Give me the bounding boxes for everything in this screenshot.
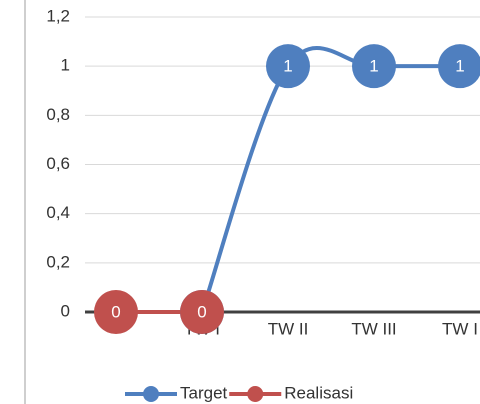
legend-marker <box>247 386 264 402</box>
y-tick-label: 0,6 <box>46 154 70 173</box>
legend-label: Realisasi <box>284 383 353 402</box>
point-marker <box>438 44 480 89</box>
x-tick-label: TW II <box>268 319 309 338</box>
data-label: 1 <box>283 57 292 76</box>
legend-label: Target <box>180 383 228 402</box>
y-tick-label: 1 <box>61 56 70 75</box>
data-label: 1 <box>369 57 378 76</box>
point-marker <box>94 290 138 334</box>
series-line <box>200 45 460 313</box>
x-tick-label: TW III <box>351 319 396 338</box>
data-label: 0 <box>111 302 120 321</box>
data-label: 1 <box>455 57 464 76</box>
y-tick-label: 0,8 <box>46 105 70 124</box>
legend-marker <box>143 386 159 402</box>
point-marker <box>352 44 396 89</box>
y-tick-label: 1,2 <box>46 6 70 25</box>
data-label: 0 <box>197 302 206 321</box>
y-tick-label: 0,2 <box>46 252 70 271</box>
y-tick-label: 0,4 <box>46 203 70 222</box>
point-marker <box>180 290 224 334</box>
point-marker <box>266 44 310 89</box>
y-tick-label: 0 <box>61 301 70 320</box>
x-tick-label: TW I <box>442 319 478 338</box>
